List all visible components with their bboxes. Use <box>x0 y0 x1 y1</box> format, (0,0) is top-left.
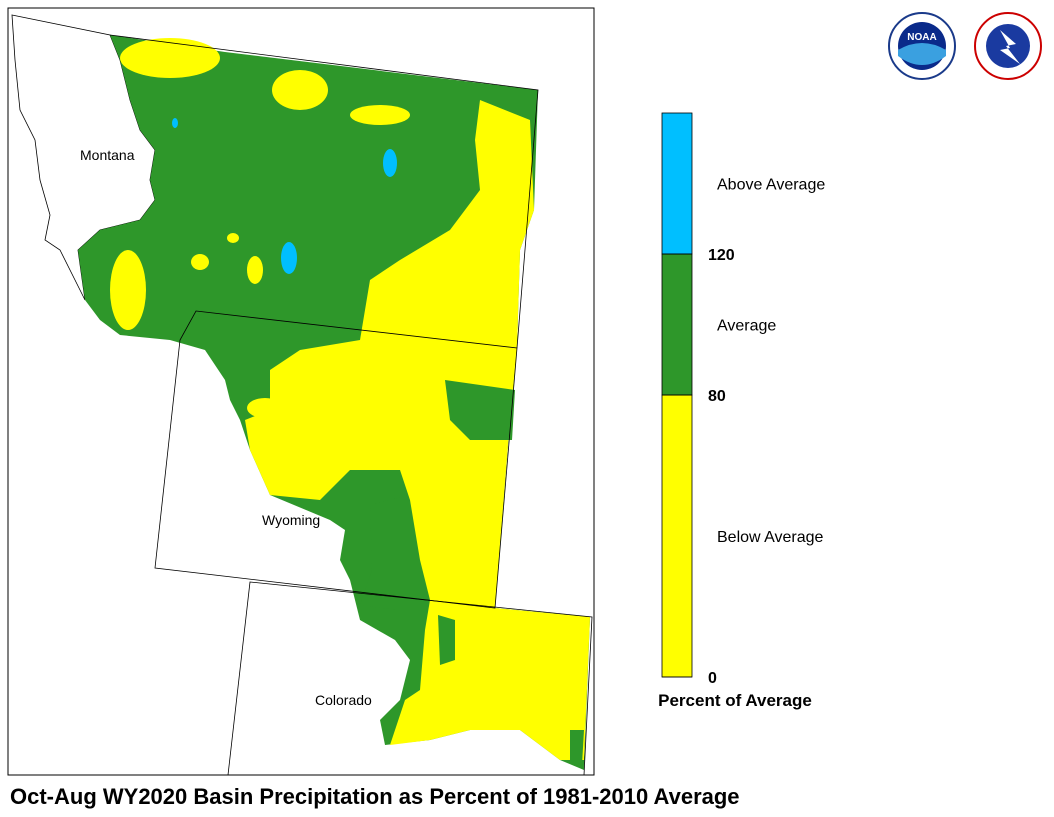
legend: Percent of Average Below Average Average A… <box>658 112 825 710</box>
montana-border <box>109 34 539 349</box>
basin-average <box>570 730 584 765</box>
basin-below-average <box>247 398 283 418</box>
legend-tick-label: 0 <box>708 670 717 687</box>
noaa-logo-wave <box>898 43 946 65</box>
legend-tick-label: 120 <box>708 247 735 264</box>
legend-label: Average <box>717 318 776 335</box>
logos: NOAA <box>888 12 1042 80</box>
basin-below-average <box>350 105 410 125</box>
map-title: Oct-Aug WY2020 Basin Precipitation as Pe… <box>10 784 740 809</box>
state-label: Wyoming <box>262 512 320 528</box>
basin-average <box>360 495 408 610</box>
basin-below-average <box>247 256 263 284</box>
basin-above-average <box>172 118 178 128</box>
basin-average <box>445 380 515 440</box>
legend-title: Percent of Average <box>658 691 812 710</box>
basin-above-average <box>383 149 397 177</box>
state-label: Montana <box>80 147 135 163</box>
basin-below-average <box>191 254 209 270</box>
basin-above-average <box>281 242 297 274</box>
basin-average <box>438 615 455 665</box>
legend-swatch <box>661 112 693 255</box>
basin-below-average <box>272 70 328 110</box>
legend-swatch <box>661 394 693 678</box>
map: Montana Wyoming Colorado <box>11 14 593 776</box>
wyoming-border <box>154 310 518 609</box>
legend-swatch <box>661 253 693 396</box>
colorado-border <box>227 581 593 776</box>
basin-below-average <box>245 100 590 760</box>
basin-below-average <box>227 233 239 243</box>
state-label: Colorado <box>315 692 372 708</box>
basin-below-average <box>120 38 220 78</box>
legend-tick-label: 80 <box>708 388 726 405</box>
noaa-logo-text: NOAA <box>907 32 936 43</box>
legend-label: Above Average <box>717 177 825 194</box>
legend-label: Below Average <box>717 529 824 546</box>
state-borders <box>109 34 593 776</box>
nws-logo-bolt <box>1000 30 1020 64</box>
basin-below-average <box>110 250 146 330</box>
